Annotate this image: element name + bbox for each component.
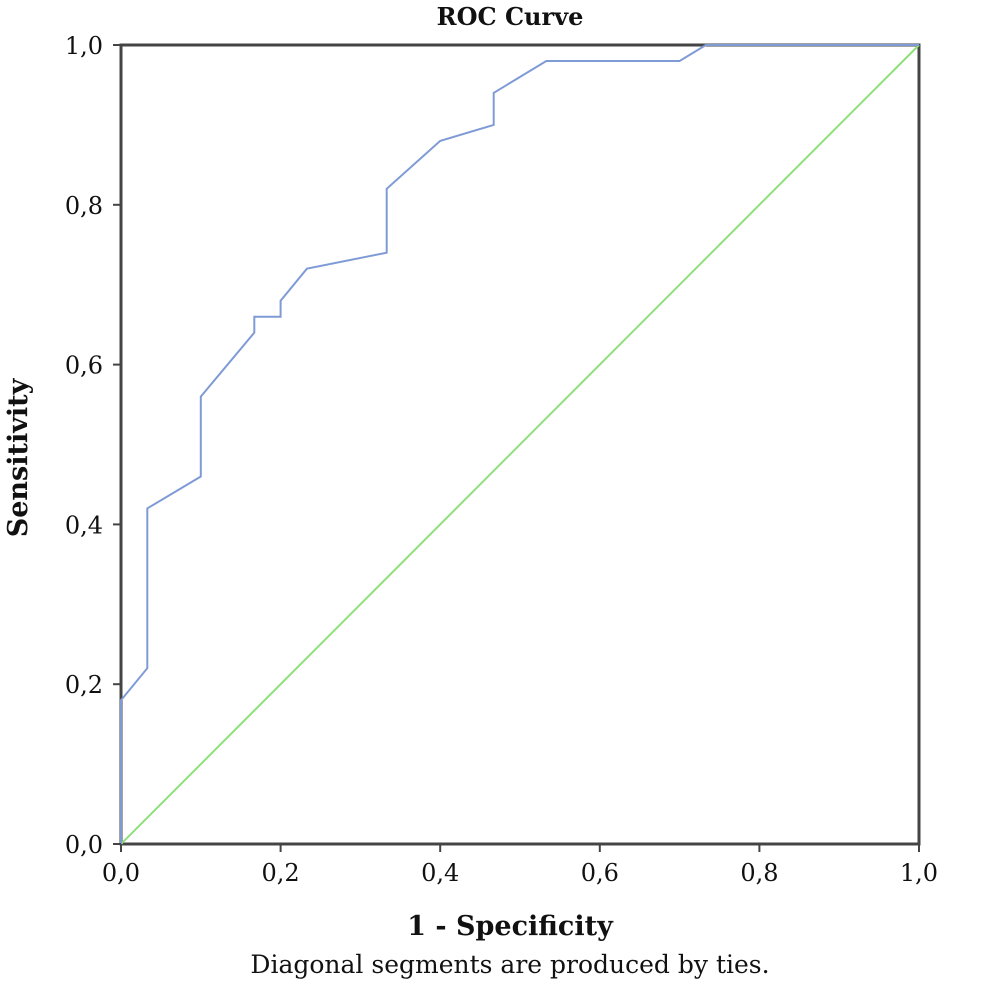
chart-title: ROC Curve bbox=[437, 2, 584, 31]
x-tick-label: 0,6 bbox=[581, 859, 619, 887]
x-tick-label: 1,0 bbox=[900, 859, 938, 887]
y-tick-label: 0,2 bbox=[65, 671, 103, 699]
y-tick-label: 1,0 bbox=[65, 32, 103, 60]
y-tick-label: 0,0 bbox=[65, 831, 103, 859]
y-tick-label: 0,8 bbox=[65, 192, 103, 220]
x-axis-ticks: 0,0 0,2 0,4 0,6 0,8 1,0 bbox=[102, 844, 938, 887]
x-tick-label: 0,0 bbox=[102, 859, 140, 887]
chart-footnote: Diagonal segments are produced by ties. bbox=[250, 950, 769, 979]
x-tick-label: 0,8 bbox=[740, 859, 778, 887]
x-axis-label: 1 - Specificity bbox=[407, 911, 614, 942]
reference-diagonal-line bbox=[120, 44, 920, 845]
y-tick-label: 0,6 bbox=[65, 352, 103, 380]
x-tick-label: 0,2 bbox=[262, 859, 300, 887]
roc-curve-line bbox=[120, 44, 919, 844]
x-tick-label: 0,4 bbox=[421, 859, 459, 887]
plot-frame bbox=[119, 43, 921, 846]
series-layer bbox=[120, 44, 920, 845]
y-tick-label: 0,4 bbox=[65, 511, 103, 539]
y-axis-ticks: 0,0 0,2 0,4 0,6 0,8 1,0 bbox=[65, 32, 121, 859]
y-axis-label: Sensitivity bbox=[3, 377, 34, 537]
